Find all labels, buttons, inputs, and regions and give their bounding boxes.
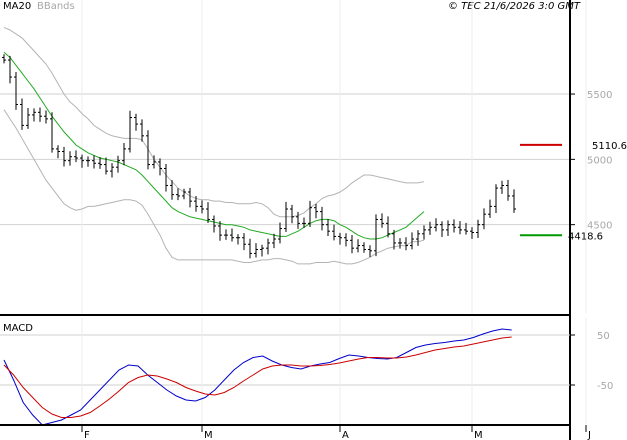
bbands-overlay (3, 26, 425, 265)
ohlc-bars (2, 54, 516, 259)
resistance-label: 5110.6 (592, 141, 627, 152)
copyright-label: © TEC 21/6/2026 3:0 GMT (448, 1, 581, 12)
macd-signal-line (3, 336, 512, 418)
macd-axis: 50 -50 (570, 331, 613, 392)
support-label: 4418.6 (568, 231, 603, 242)
macd-tick-label: 50 (597, 331, 610, 342)
price-tick-label: 5000 (587, 155, 612, 166)
macd-panel-title: MACD (3, 323, 33, 334)
macd-grid (0, 318, 587, 424)
price-grid (0, 0, 587, 313)
month-label: F (84, 430, 90, 440)
macd-line (3, 328, 512, 426)
macd-tick-label: -50 (597, 381, 613, 392)
price-axis: 5500 5000 4500 (570, 90, 612, 232)
month-label: A (342, 430, 349, 440)
month-label: J (587, 430, 591, 440)
ma20-overlay (3, 51, 425, 240)
month-label: M (474, 430, 483, 440)
macd-lines (3, 328, 512, 426)
ma20-legend-label: MA20 (3, 1, 31, 12)
price-tick-label: 5500 (587, 90, 612, 101)
bbands-legend-label: BBands (37, 1, 75, 12)
bbands-lower-line (3, 109, 425, 265)
price-tick-label: 4500 (587, 221, 612, 232)
ma20-line (3, 51, 425, 240)
month-label: M (204, 430, 213, 440)
reference-levels: 5110.6 4418.6 (520, 141, 627, 242)
bbands-upper-line (3, 26, 425, 218)
